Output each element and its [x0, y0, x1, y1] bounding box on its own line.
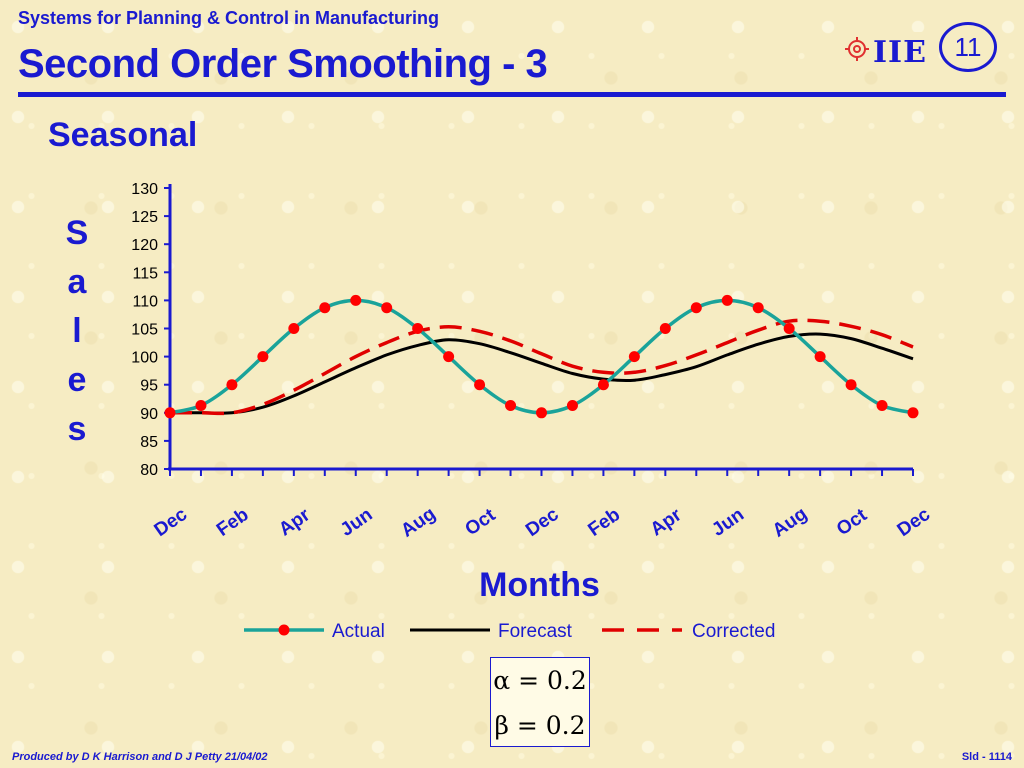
page-title: Second Order Smoothing - 3	[18, 42, 548, 86]
series-actual-point	[752, 302, 764, 314]
y-axis-title-letter: s	[68, 410, 87, 448]
series-actual-point	[195, 399, 207, 411]
series-actual-point	[226, 379, 238, 391]
series-actual-point	[164, 407, 176, 419]
footer-credit: Produced by D K Harrison and D J Petty 2…	[12, 751, 268, 763]
x-tick-label: Dec	[522, 504, 563, 541]
series-actual-point	[814, 351, 826, 363]
series-actual-point	[721, 294, 733, 306]
series-actual-point	[288, 323, 300, 334]
beta-parameter: β = 0.2	[494, 711, 586, 740]
logo-text: IIE	[873, 35, 927, 66]
x-tick-label: Feb	[584, 504, 624, 541]
y-tick-label: 95	[140, 378, 158, 395]
x-tick-label: Dec	[894, 504, 935, 541]
series-actual-point	[597, 379, 609, 391]
series-actual-point	[536, 407, 547, 419]
series-actual-point	[690, 302, 702, 314]
alpha-parameter: α = 0.2	[493, 666, 587, 695]
series-actual-point	[783, 323, 795, 334]
series-actual-point	[319, 302, 331, 314]
series-actual-point	[443, 351, 455, 363]
legend-forecast-label: Forecast	[498, 621, 573, 642]
x-tick-label: Oct	[461, 504, 500, 540]
legend-corrected-label: Corrected	[692, 621, 775, 642]
x-tick-label: Jun	[708, 504, 748, 541]
y-axis-title-letter: a	[68, 263, 88, 301]
x-tick-label: Feb	[213, 504, 253, 541]
x-axis-title: Months	[479, 566, 600, 604]
series-actual-point	[845, 379, 857, 391]
series-corrected-line	[169, 318, 914, 416]
y-tick-label: 105	[131, 322, 158, 339]
y-tick-label: 90	[140, 406, 158, 423]
slide-number-badge: 11	[939, 22, 997, 72]
footer-slide-id: Sld - 1114	[961, 751, 1012, 763]
y-axis-title-letter: l	[72, 312, 81, 350]
title-divider	[18, 92, 1006, 97]
y-tick-label: 120	[131, 237, 158, 254]
x-tick-label: Apr	[647, 504, 686, 540]
series-actual-point	[659, 323, 671, 334]
series-actual-point	[876, 399, 888, 411]
series-actual-point	[907, 407, 919, 419]
series-actual-point	[628, 351, 640, 363]
legend-actual-label: Actual	[332, 621, 385, 642]
y-tick-label: 125	[131, 209, 158, 226]
y-tick-label: 110	[132, 293, 158, 310]
y-axis-title-letter: e	[68, 361, 87, 399]
x-tick-label: Dec	[151, 504, 192, 541]
series-actual-point	[381, 302, 393, 314]
y-tick-label: 100	[131, 350, 158, 367]
series-actual-point	[350, 294, 362, 306]
y-axis-title-letter: S	[66, 214, 89, 252]
series-actual-point	[566, 399, 578, 411]
parameters-box: α = 0.2 β = 0.2	[490, 657, 590, 747]
x-tick-label: Jun	[337, 504, 377, 541]
y-tick-label: 130	[131, 181, 158, 198]
course-subject: Systems for Planning & Control in Manufa…	[18, 8, 440, 28]
y-tick-label: 115	[132, 265, 158, 282]
x-tick-label: Aug	[769, 503, 811, 541]
series-forecast-line	[169, 332, 914, 415]
chart-heading: Seasonal	[48, 116, 198, 154]
x-tick-label: Oct	[833, 504, 872, 540]
legend-actual-marker	[278, 624, 290, 636]
series-actual-point	[505, 399, 517, 411]
gear-icon	[845, 37, 869, 61]
series-actual-point	[257, 351, 269, 363]
iie-logo: IIE	[845, 32, 931, 66]
y-tick-label: 85	[140, 434, 158, 451]
series-actual-point	[412, 323, 424, 334]
x-tick-label: Apr	[275, 504, 314, 540]
series-actual-point	[474, 379, 486, 391]
x-tick-label: Aug	[397, 503, 439, 541]
y-tick-label: 80	[140, 462, 158, 479]
